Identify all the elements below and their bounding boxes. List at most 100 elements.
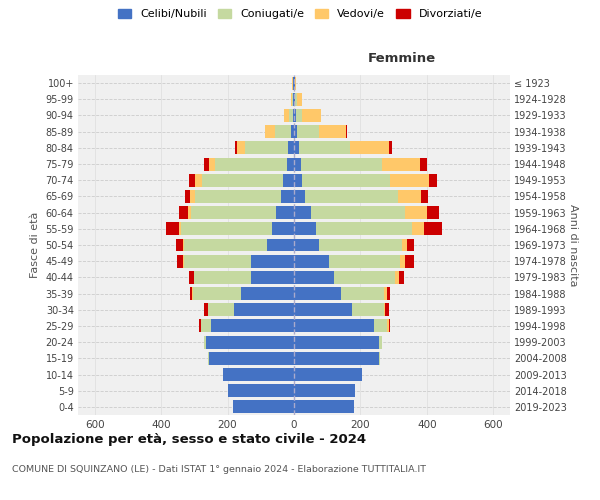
Bar (184, 238, 268, 252)
Bar (292, 125, 294, 138)
Bar (295, 93, 296, 106)
Bar (181, 222, 272, 235)
Bar (194, 271, 251, 284)
Bar (294, 158, 301, 170)
Bar (294, 190, 305, 203)
Bar (284, 109, 289, 122)
Y-axis label: Anni di nascita: Anni di nascita (568, 204, 578, 286)
Bar (346, 125, 347, 138)
Bar (184, 254, 251, 268)
Bar (319, 238, 402, 252)
Legend: Celibi/Nubili, Coniugati/e, Vedovi/e, Divorziati/e: Celibi/Nubili, Coniugati/e, Vedovi/e, Di… (115, 6, 485, 22)
Bar (311, 206, 406, 219)
Bar (295, 76, 296, 90)
Bar (193, 287, 241, 300)
Bar (402, 238, 407, 252)
Bar (406, 206, 427, 219)
Bar (382, 158, 420, 170)
Bar (334, 271, 395, 284)
Bar (374, 320, 387, 332)
Bar (299, 142, 350, 154)
Bar (293, 76, 294, 90)
Bar (208, 352, 209, 365)
Bar (294, 320, 374, 332)
Bar (204, 336, 206, 348)
Bar (223, 368, 294, 381)
Bar (428, 174, 437, 186)
Bar (166, 222, 179, 235)
Bar (281, 190, 294, 203)
Bar (283, 174, 294, 186)
Bar (294, 254, 329, 268)
Bar (389, 142, 392, 154)
Bar (384, 304, 385, 316)
Bar (302, 109, 320, 122)
Bar (294, 206, 311, 219)
Bar (294, 368, 362, 381)
Bar (268, 238, 294, 252)
Bar (294, 125, 298, 138)
Y-axis label: Fasce di età: Fasce di età (30, 212, 40, 278)
Text: Femmine: Femmine (368, 52, 436, 65)
Bar (241, 287, 294, 300)
Bar (287, 158, 294, 170)
Bar (294, 336, 379, 348)
Bar (294, 222, 316, 235)
Bar (188, 271, 194, 284)
Bar (196, 174, 202, 186)
Bar (302, 174, 391, 186)
Bar (385, 304, 389, 316)
Bar (206, 336, 294, 348)
Bar (341, 287, 384, 300)
Bar (424, 222, 442, 235)
Bar (209, 158, 215, 170)
Bar (294, 352, 379, 365)
Bar (190, 190, 195, 203)
Bar (294, 238, 319, 252)
Bar (234, 304, 294, 316)
Bar (179, 222, 181, 235)
Bar (400, 254, 406, 268)
Bar (379, 352, 380, 365)
Bar (352, 304, 384, 316)
Bar (235, 142, 236, 154)
Bar (176, 238, 182, 252)
Text: COMUNE DI SQUINZANO (LE) - Dati ISTAT 1° gennaio 2024 - Elaborazione TUTTITALIA.: COMUNE DI SQUINZANO (LE) - Dati ISTAT 1°… (12, 466, 426, 474)
Bar (387, 287, 391, 300)
Bar (420, 158, 427, 170)
Bar (245, 142, 288, 154)
Bar (209, 352, 294, 365)
Bar (387, 320, 389, 332)
Bar (276, 206, 294, 219)
Bar (350, 142, 389, 154)
Bar (208, 304, 234, 316)
Bar (192, 287, 193, 300)
Bar (215, 158, 287, 170)
Bar (294, 271, 334, 284)
Bar (316, 222, 412, 235)
Bar (195, 190, 281, 203)
Bar (395, 271, 398, 284)
Bar (294, 304, 352, 316)
Bar (288, 142, 294, 154)
Bar (190, 287, 192, 300)
Bar (294, 93, 295, 106)
Bar (293, 93, 294, 106)
Bar (379, 336, 382, 348)
Bar (305, 190, 398, 203)
Text: Popolazione per età, sesso e stato civile - 2024: Popolazione per età, sesso e stato civil… (12, 432, 366, 446)
Bar (412, 222, 424, 235)
Bar (294, 174, 302, 186)
Bar (233, 400, 294, 413)
Bar (191, 206, 276, 219)
Bar (275, 125, 292, 138)
Bar (251, 254, 294, 268)
Bar (294, 142, 299, 154)
Bar (384, 287, 387, 300)
Bar (319, 125, 346, 138)
Bar (329, 254, 400, 268)
Bar (265, 125, 275, 138)
Bar (227, 384, 294, 397)
Bar (298, 125, 319, 138)
Bar (202, 174, 283, 186)
